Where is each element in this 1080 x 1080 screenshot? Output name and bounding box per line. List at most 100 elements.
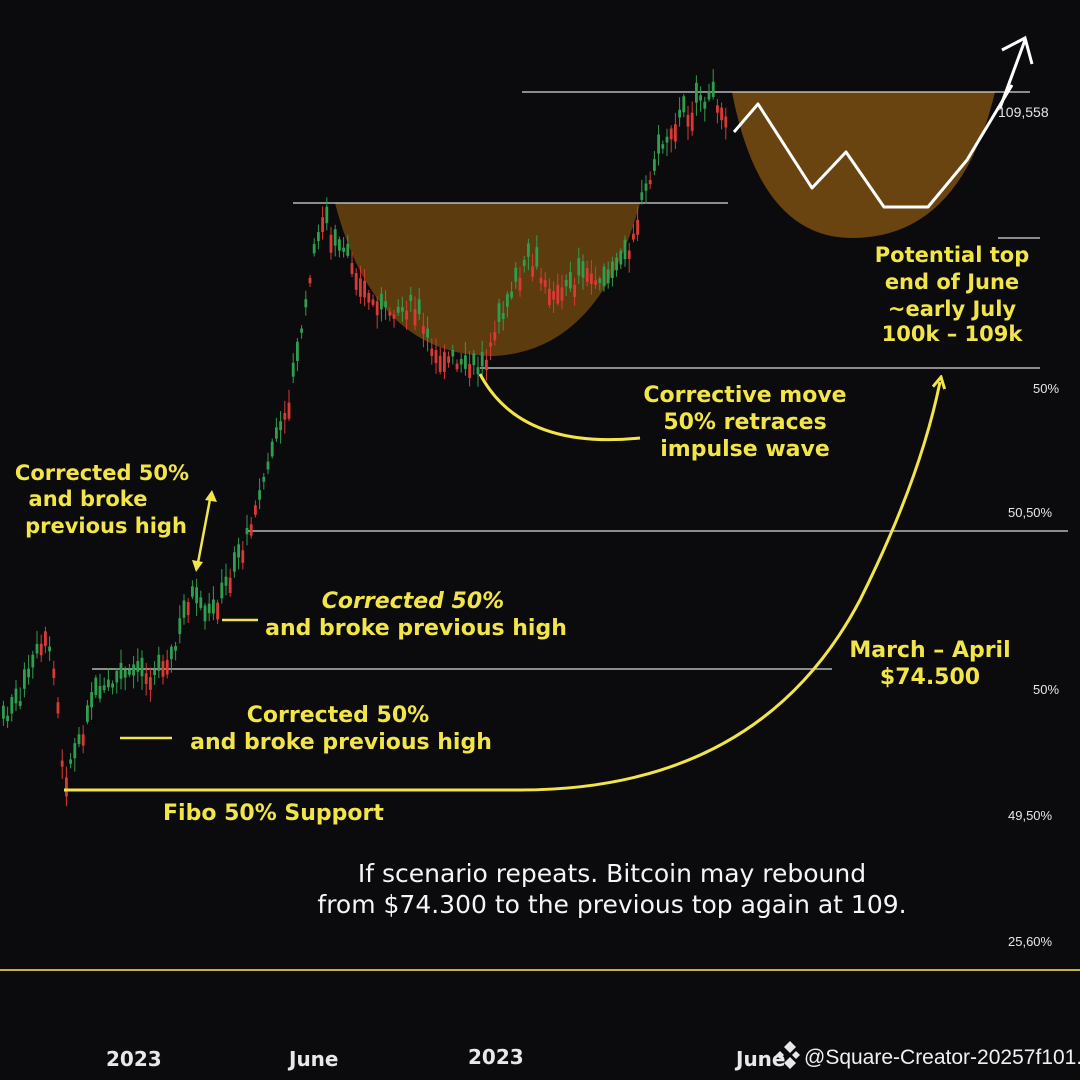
candle-body-23 [98,685,102,699]
candle-body-103 [434,350,438,364]
march-april-line-2: $74.500 [880,665,980,690]
candle-body-125 [527,243,530,257]
potential-top-line-4: 100k – 109k [882,322,1024,346]
candle-body-41 [174,646,177,651]
candle-body-49 [207,603,211,614]
candle-body-104 [438,355,442,372]
candle-body-146 [615,257,618,271]
watermark-text: @Square-Creator-20257f101... [804,1046,1080,1069]
candle-body-149 [627,250,631,259]
corrected-left-line-1: Corrected 50% [15,461,189,485]
candle-body-79 [333,229,337,246]
x-tick-2023-second: 2023 [468,1045,524,1069]
x-tick-june-second: June [734,1047,785,1071]
candle-body-118 [497,303,501,322]
candle-body-87 [367,292,371,303]
candle-body-31 [132,664,135,676]
annotation-potential-top: Potential top end of June ~early July 10… [875,243,1029,346]
candle-body-46 [195,587,198,604]
x-tick-labels: 2023 June 2023 June [106,1045,785,1071]
potential-top-line-3: ~early July [888,297,1017,321]
annotation-corrected-low: Corrected 50% and broke previous high [190,703,492,755]
candle-body-134 [564,279,568,287]
candle-body-52 [220,582,224,599]
candle-body-8 [35,643,39,654]
candle-body-26 [111,683,114,688]
candle-body-77 [325,206,329,224]
candle-body-124 [522,259,526,266]
candle-body-121 [510,291,513,298]
candle-body-40 [170,646,173,660]
candle-body-129 [543,280,547,287]
candle-body-105 [443,352,446,372]
corrected-mid-line-2: and broke previous high [265,616,567,641]
annotation-fibo-support: Fibo 50% Support [163,801,384,826]
annotation-corrected-mid: Corrected 50% and broke previous high [265,589,567,641]
candle-body-147 [619,250,623,265]
scenario-line-1: If scenario repeats. Bitcoin may rebound [358,859,866,888]
candle-body-162 [682,96,686,113]
candle-body-156 [657,134,660,154]
candle-body-159 [669,128,673,140]
candle-body-93 [392,314,396,319]
candle-body-153 [644,183,648,191]
corrective-move-line-3: impulse wave [660,437,830,462]
candle-body-88 [371,299,375,305]
candle-body-78 [329,234,333,253]
potential-top-line-2: end of June [885,270,1019,294]
candle-body-19 [81,734,85,746]
candle-body-38 [161,661,165,677]
candle-body-145 [611,261,614,278]
double-arrow-head-bottom [192,560,203,572]
potential-top-line-1: Potential top [875,243,1029,267]
candle-body-20 [86,705,89,722]
candle-body-113 [476,367,480,375]
candle-body-11 [48,646,51,652]
candle-body-58 [245,527,249,535]
candle-body-54 [228,577,232,593]
y-label-50-lower: 50% [1033,682,1059,697]
march-april-line-1: March – April [849,638,1010,663]
candle-body-168 [707,91,711,100]
y-label-50-upper: 50% [1033,381,1059,396]
x-tick-june-first: June [287,1047,338,1071]
candle-body-154 [648,179,652,185]
candle-body-89 [375,301,379,316]
candle-body-165 [695,82,698,103]
candle-body-114 [480,351,484,367]
projection-zigzag-line [732,84,1014,209]
candle-body-47 [199,597,203,608]
candle-body-63 [266,461,270,470]
candle-body-108 [455,363,459,370]
candle-body-45 [191,586,194,597]
corrected-low-line-1: Corrected 50% [247,703,429,728]
candle-body-80 [338,239,341,251]
candle-body-137 [577,258,581,276]
corrective-move-line-2: 50% retraces [663,410,826,435]
candle-body-150 [632,233,635,240]
candle-body-102 [430,348,434,356]
candle-body-39 [165,659,169,675]
candle-body-158 [665,136,669,143]
corrective-move-line-1: Corrective move [643,383,846,408]
candle-body-171 [720,107,723,121]
y-label-49-50: 49,50% [1008,808,1053,823]
candle-body-86 [363,280,366,298]
candle-body-5 [23,669,26,689]
lower-cup-shape [335,203,640,357]
candle-body-95 [401,307,404,312]
candle-body-35 [149,677,152,690]
candle-body-101 [426,328,429,338]
candle-body-56 [237,544,240,558]
annotation-march-april: March – April $74.500 [849,638,1010,690]
candle-body-131 [552,291,555,300]
candle-body-74 [312,244,316,254]
candle-body-164 [690,112,694,131]
candle-body-110 [464,355,467,369]
candle-body-135 [569,272,572,289]
candle-body-55 [233,552,236,572]
candle-body-50 [212,599,215,614]
candle-body-71 [300,328,303,333]
candle-body-68 [287,402,291,419]
candle-body-90 [380,293,383,310]
